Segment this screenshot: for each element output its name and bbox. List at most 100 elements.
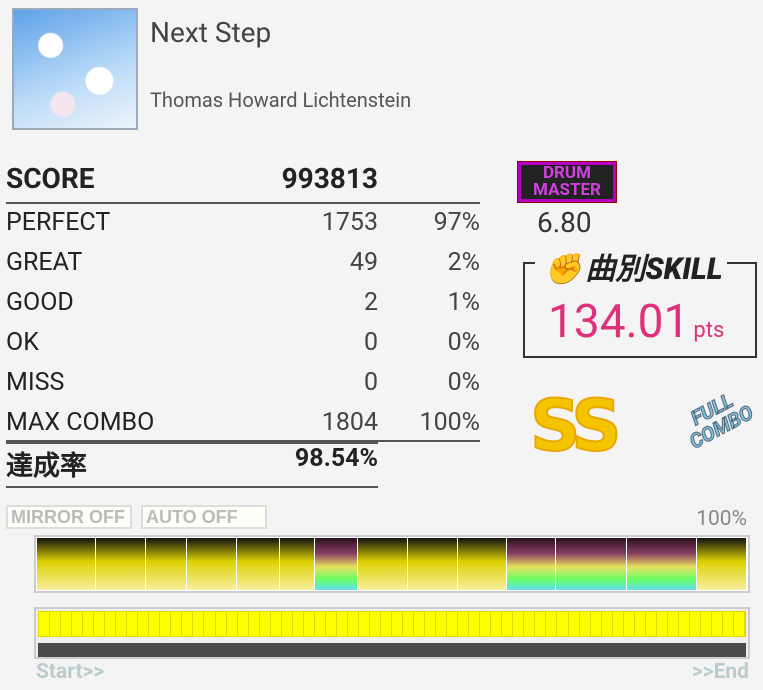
progress-cell [667, 612, 679, 636]
achievement-row: 達成率 98.54% [6, 444, 378, 488]
gauge-segment [37, 538, 96, 590]
progress-cell [369, 612, 381, 636]
gauge-segment [507, 538, 557, 590]
gauge-segment [145, 538, 187, 590]
judgement-row: GREAT 49 [6, 244, 378, 284]
progress-cell [590, 612, 602, 636]
progress-cell [116, 612, 128, 636]
divider [6, 440, 480, 442]
progress-cell [722, 612, 734, 636]
mirror-option: MIRROR OFF [6, 505, 132, 529]
judgement-percent: 2% [447, 248, 480, 277]
progress-cell [204, 612, 216, 636]
skill-unit: pts [693, 318, 725, 343]
progress-cell [425, 612, 437, 636]
progress-cell [447, 612, 459, 636]
skill-number: 134.01 [548, 295, 690, 349]
judgement-count: 0 [363, 328, 378, 357]
progress-cell [546, 612, 558, 636]
gauge-segment [407, 538, 458, 590]
difficulty-name: DRUM MASTER [521, 165, 613, 199]
skill-value: 134.01 pts [548, 295, 724, 349]
progress-cell [403, 612, 415, 636]
skill-header: ✊ 曲別SKILL [540, 244, 727, 288]
progress-cell [182, 612, 194, 636]
progress-cell [380, 612, 392, 636]
progress-cell [634, 612, 646, 636]
judgement-label: PERFECT [6, 208, 111, 237]
gauge-segment [457, 538, 508, 590]
progress-cell [94, 612, 106, 636]
progress-percent: 100% [696, 507, 747, 531]
gauge-segment [95, 538, 146, 590]
judgement-row: MISS 0 [6, 364, 378, 404]
progress-cell [325, 612, 337, 636]
progress-cell [336, 612, 348, 636]
progress-cell [193, 612, 205, 636]
judgement-row: OK 0 [6, 324, 378, 364]
album-jacket [12, 8, 138, 130]
progress-cell [259, 612, 271, 636]
judgement-label: GOOD [6, 288, 74, 317]
progress-cell [127, 612, 139, 636]
judgement-label: OK [6, 328, 39, 357]
progress-cell [237, 612, 249, 636]
progress-cell [50, 612, 62, 636]
judgement-row: MAX COMBO 1804 [6, 404, 378, 444]
progress-cell [535, 612, 547, 636]
gauge-segment [237, 538, 280, 590]
progress-cell [436, 612, 448, 636]
gauge-segment [697, 538, 748, 590]
auto-option: AUTO OFF [141, 505, 267, 529]
judgement-percent: 97% [433, 208, 480, 237]
skill-icon: ✊ [544, 252, 582, 287]
progress-cell [414, 612, 426, 636]
judgement-label: MISS [6, 368, 65, 397]
progress-cell [292, 612, 304, 636]
progress-cell [513, 612, 525, 636]
progress-cell [149, 612, 161, 636]
progress-cell [469, 612, 481, 636]
difficulty-level: 6.80 [537, 206, 592, 239]
judgement-row: PERFECT 1753 [6, 204, 378, 244]
progress-cell [61, 612, 73, 636]
progress-cell [524, 612, 536, 636]
progress-cell [248, 612, 260, 636]
progress-cell [215, 612, 227, 636]
progress-cell [358, 612, 370, 636]
progress-cell [678, 612, 690, 636]
judgement-count: 0 [363, 368, 378, 397]
progress-cell [226, 612, 238, 636]
progress-cell [700, 612, 712, 636]
progress-cell [645, 612, 657, 636]
progress-cells [38, 611, 746, 637]
gauge-segment [556, 538, 627, 590]
progress-cell [711, 612, 723, 636]
divider [6, 202, 480, 204]
progress-cell [347, 612, 359, 636]
progress-cell [83, 612, 95, 636]
song-title: Next Step [150, 16, 272, 49]
judgement-count: 49 [349, 248, 378, 277]
progress-cell [623, 612, 635, 636]
judgement-percent: 0% [447, 328, 480, 357]
gauge-segment [186, 538, 238, 590]
progress-cell [303, 612, 315, 636]
achievement-label: 達成率 [6, 450, 87, 482]
progress-cell [105, 612, 117, 636]
progress-cell [171, 612, 183, 636]
achievement-value: 98.54% [294, 444, 378, 473]
judgement-label: MAX COMBO [6, 408, 155, 437]
gauge-segment [314, 538, 358, 590]
skill-box [523, 262, 757, 358]
full-combo-badge: FULL COMBO [685, 388, 758, 454]
progress-cell [138, 612, 150, 636]
progress-cell [733, 612, 745, 636]
score-row: SCORE 993813 [6, 162, 378, 204]
judgement-percent: 100% [419, 408, 480, 437]
progress-cell [480, 612, 492, 636]
progress-cell [458, 612, 470, 636]
score-value: 993813 [281, 162, 378, 195]
progress-cell [601, 612, 613, 636]
progress-cell [557, 612, 569, 636]
